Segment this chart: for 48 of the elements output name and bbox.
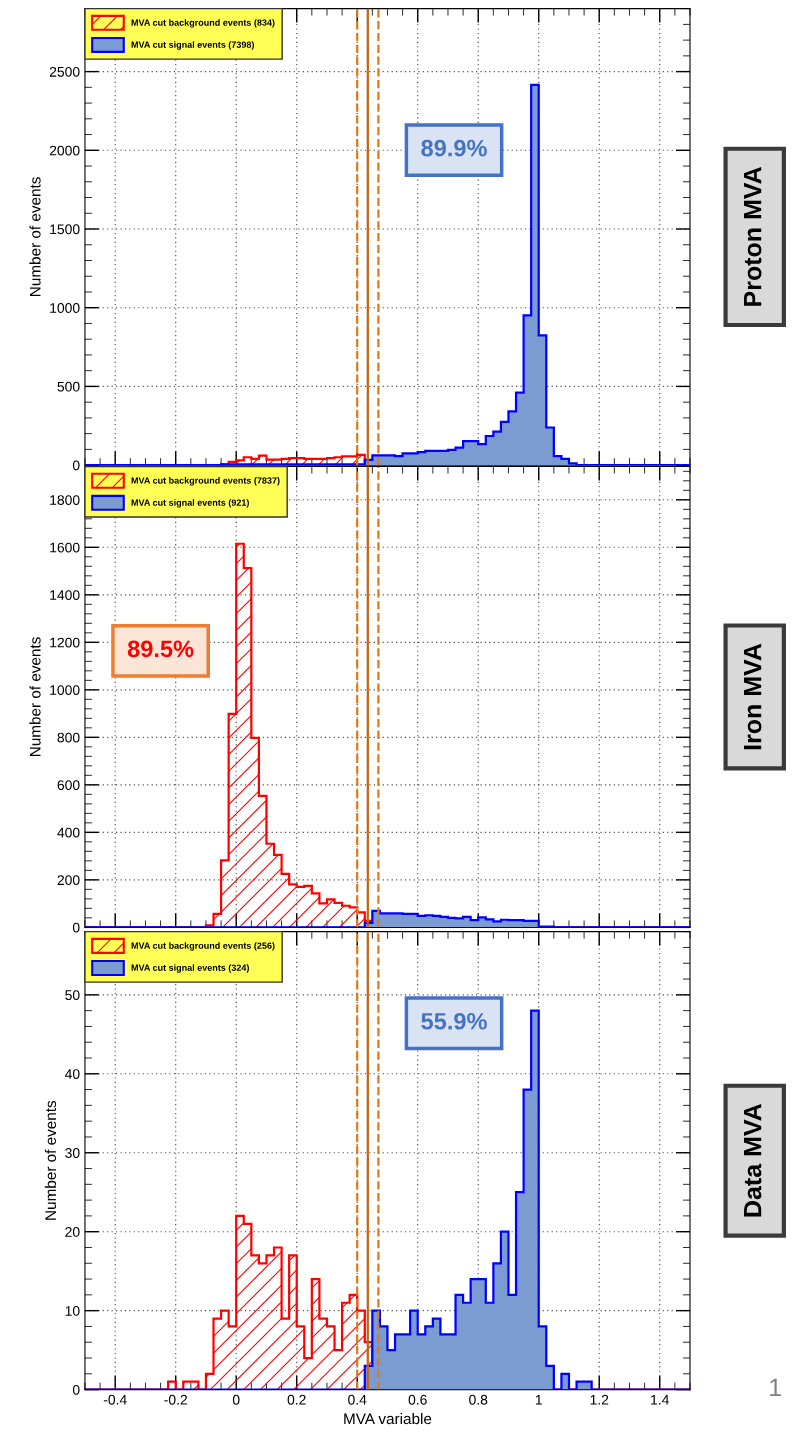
x-tick-label: 0.8 <box>469 1394 488 1405</box>
annotation: 55.9% <box>421 1012 487 1030</box>
y-tick-label: 0 <box>72 922 80 933</box>
y-tick-label: 400 <box>57 827 80 838</box>
x-tick-label: 1 <box>535 1394 542 1405</box>
y-tick-label: 500 <box>57 381 80 392</box>
y-tick-label: 10 <box>65 1305 80 1316</box>
text: Proton MVA <box>743 166 762 306</box>
legend-label: MVA cut signal events (921) <box>131 499 249 508</box>
y-tick-label: 40 <box>64 1069 80 1079</box>
y-tick-label: 1500 <box>50 224 80 235</box>
x-tick-label: -0.2 <box>164 1394 187 1405</box>
y-axis-title: Number of events <box>29 177 41 296</box>
legend-label: MVA cut signal events (7398) <box>131 41 254 50</box>
y-tick-label: 2500 <box>49 66 80 77</box>
x-tick-label: 1.4 <box>651 1394 669 1405</box>
text: Iron MVA <box>743 643 762 750</box>
text: Data MVA <box>743 1103 762 1217</box>
y-axis-title: Number of events <box>29 637 41 756</box>
x-tick-label: 1.2 <box>590 1394 609 1405</box>
y-tick-label: 0 <box>72 1384 80 1395</box>
y-tick-label: 30 <box>65 1148 80 1158</box>
y-tick-label: 1000 <box>50 685 80 695</box>
legend-label: MVA cut background events (7837) <box>131 477 280 486</box>
legend-label: MVA cut signal events (324) <box>131 964 249 973</box>
y-tick-label: 20 <box>65 1227 80 1237</box>
x-tick-label: 0 <box>232 1394 240 1405</box>
x-tick-label: 0.6 <box>408 1394 427 1405</box>
x-tick-label: 0.2 <box>287 1394 306 1405</box>
y-tick-label: 600 <box>57 780 80 791</box>
x-tick-label: 0.4 <box>348 1394 367 1405</box>
y-tick-label: 1000 <box>50 303 80 313</box>
y-tick-label: 50 <box>65 990 80 1001</box>
x-axis-title: MVA variable <box>344 1412 432 1425</box>
annotation: 89.5% <box>127 640 194 658</box>
y-tick-label: 1200 <box>50 637 80 648</box>
legend-label: MVA cut background events (256) <box>131 942 275 951</box>
y-tick-label: 2000 <box>49 145 80 156</box>
y-tick-label: 800 <box>57 732 80 743</box>
y-tick-label: 1600 <box>50 542 80 553</box>
y-tick-label: 1400 <box>50 590 80 600</box>
annotation: 89.9% <box>421 139 487 157</box>
y-axis-title: Number of events <box>44 1100 57 1220</box>
legend-label: MVA cut background events (834) <box>131 19 275 28</box>
y-tick-label: 0 <box>72 460 80 471</box>
x-tick-label: -0.4 <box>103 1394 127 1405</box>
y-tick-label: 200 <box>57 875 80 886</box>
y-tick-label: 1800 <box>50 495 80 505</box>
